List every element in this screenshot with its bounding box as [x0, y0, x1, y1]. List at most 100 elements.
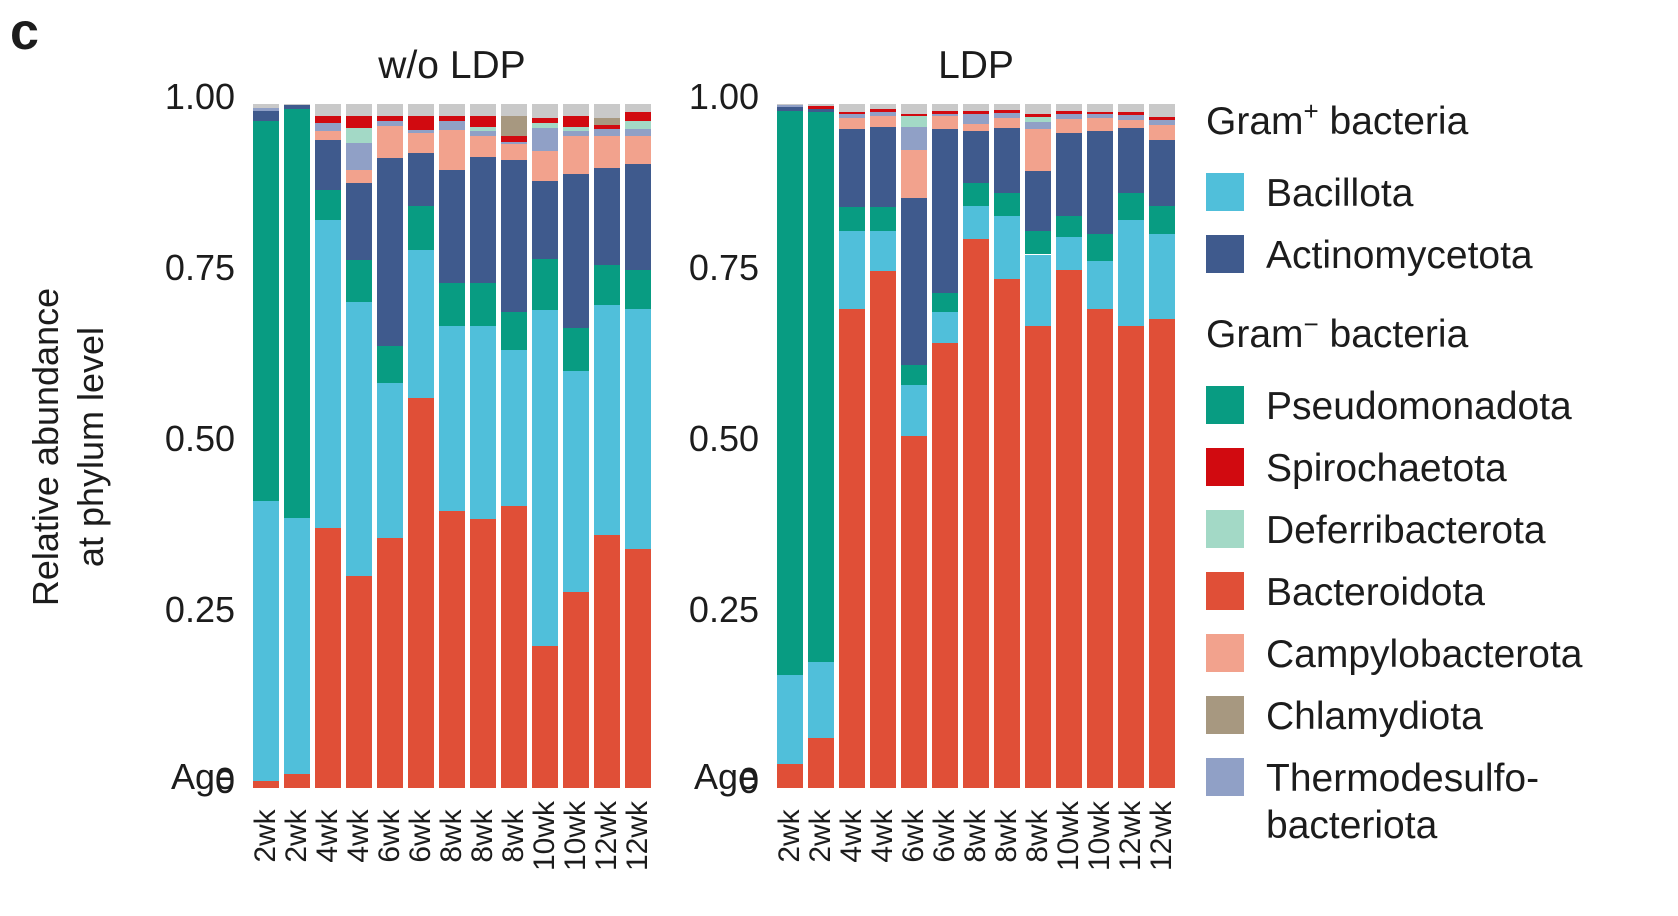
- y-tick-label: 0.25: [164, 589, 235, 630]
- bar-segment-bacteroidota: [315, 528, 341, 788]
- bar-segment-other: [594, 104, 620, 118]
- bar-segment-actinomycetota: [377, 158, 403, 347]
- bar-segment-other: [994, 104, 1020, 111]
- legend-item-label: Actinomycetota: [1266, 232, 1533, 279]
- bar-segment-actinomycetota: [470, 156, 496, 284]
- bar-segment-bacteroidota: [408, 398, 434, 788]
- y-tick-label: 0.75: [164, 247, 235, 288]
- bar-segment-other: [315, 104, 341, 117]
- legend-swatch-chlamydiota: [1206, 696, 1244, 734]
- bar-segment-actinomycetota: [839, 128, 865, 208]
- stacked-bar: [501, 104, 527, 788]
- bar-segment-bacillota: [377, 383, 403, 539]
- bar-segment-other: [532, 104, 558, 118]
- bar-segment-chlamydiota: [594, 117, 620, 125]
- x-tick-text: 4wk: [311, 809, 344, 863]
- bar-segment-bacillota: [932, 311, 958, 344]
- bar-segment-thermodesulfobacteriota: [594, 129, 620, 137]
- bar-segment-pseudomonadota: [932, 293, 958, 312]
- x-tick-text: 8wk: [990, 809, 1023, 863]
- stacked-bar: [594, 104, 620, 788]
- x-tick-label: 8wk: [990, 794, 1023, 878]
- bar-segment-thermodesulfobacteriota: [870, 112, 896, 116]
- bar-segment-thermodesulfobacteriota: [563, 131, 589, 137]
- legend-label-line1: Deferribacterota: [1266, 509, 1546, 552]
- bar-segment-pseudomonadota: [470, 283, 496, 327]
- legend-label-line1: Campylobacterota: [1266, 633, 1583, 676]
- bar-segment-other: [470, 104, 496, 117]
- bar-segment-thermodesulfobacteriota: [408, 130, 434, 134]
- stacked-bar: [315, 104, 341, 788]
- bar-segment-other: [932, 104, 958, 111]
- stacked-bar: [1149, 104, 1175, 788]
- bar-segment-bacteroidota: [439, 510, 465, 788]
- y-tick-label: 0.50: [164, 418, 235, 459]
- bar-segment-actinomycetota: [408, 152, 434, 206]
- x-tick-text: 2wk: [804, 809, 837, 863]
- x-tick-text: 6wk: [373, 809, 406, 863]
- bar-segment-bacteroidota: [994, 279, 1020, 788]
- legend-swatch-bacteroidota: [1206, 572, 1244, 610]
- bar-segment-other: [253, 104, 279, 109]
- stacked-bar-chart-wo-ldp: [253, 104, 651, 788]
- x-tick-text: 12wk: [1114, 800, 1147, 872]
- legend-label-line1: Actinomycetota: [1266, 234, 1533, 277]
- bar-segment-bacillota: [839, 230, 865, 310]
- bar-segment-other: [1118, 104, 1144, 113]
- x-tick-text: 10wk: [528, 800, 561, 872]
- bar-segment-bacteroidota: [901, 435, 927, 788]
- bar-segment-thermodesulfobacteriota: [625, 128, 651, 137]
- bar-segment-bacillota: [963, 205, 989, 240]
- x-tick-text: 8wk: [435, 809, 468, 863]
- x-tick-text: 12wk: [590, 800, 623, 872]
- bar-segment-bacteroidota: [1087, 309, 1113, 788]
- bar-segment-pseudomonadota: [777, 110, 803, 676]
- legend-header-text: −: [1303, 309, 1319, 339]
- legend-section: Gram+ bacteria Bacillota Actinomycetota: [1206, 96, 1676, 279]
- bar-segment-campylobacterota: [408, 133, 434, 153]
- bar-segment-chlamydiota: [501, 116, 527, 137]
- legend-item-actinomycetota: Actinomycetota: [1206, 232, 1676, 279]
- legend-item-label: Chlamydiota: [1266, 693, 1483, 740]
- bar-segment-other: [1025, 104, 1051, 115]
- bar-segment-bacillota: [1025, 254, 1051, 327]
- bar-segment-other: [563, 104, 589, 117]
- bar-segment-bacillota: [470, 326, 496, 520]
- bar-segment-actinomycetota: [870, 126, 896, 208]
- legend-header-text: Gram: [1206, 313, 1304, 356]
- bar-segment-spirochaetota: [1056, 110, 1082, 114]
- bar-segment-other: [839, 104, 865, 112]
- bar-segment-thermodesulfobacteriota: [346, 143, 372, 170]
- bar-segment-pseudomonadota: [1025, 231, 1051, 255]
- bar-segment-spirochaetota: [994, 110, 1020, 113]
- x-tick-text: 10wk: [559, 800, 592, 872]
- legend-item-bacteroidota: Bacteroidota: [1206, 569, 1676, 616]
- x-tick-text: 6wk: [897, 809, 930, 863]
- bar-segment-bacteroidota: [870, 270, 896, 788]
- bar-segment-campylobacterota: [532, 151, 558, 182]
- legend-label-line1: Bacteroidota: [1266, 571, 1485, 614]
- bar-segment-spirochaetota: [532, 117, 558, 124]
- stacked-bar: [408, 104, 434, 788]
- bar-segment-thermodesulfobacteriota: [777, 105, 803, 108]
- bar-segment-campylobacterota: [1149, 124, 1175, 140]
- x-tick-label: 6wk: [928, 794, 961, 878]
- bar-segment-pseudomonadota: [563, 328, 589, 372]
- y-tick-label: 0: [214, 760, 235, 801]
- bar-segment-thermodesulfobacteriota: [839, 114, 865, 118]
- bar-segment-pseudomonadota: [594, 264, 620, 306]
- bar-segment-thermodesulfobacteriota: [1025, 121, 1051, 129]
- bar-segment-bacillota: [870, 230, 896, 271]
- legend-label-line1: Chlamydiota: [1266, 695, 1483, 738]
- legend-header-text: bacteria: [1318, 313, 1469, 356]
- bar-segment-spirochaetota: [625, 111, 651, 122]
- legend-item-label: Pseudomonadota: [1266, 383, 1572, 430]
- bar-segment-bacillota: [563, 371, 589, 592]
- bar-segment-campylobacterota: [870, 115, 896, 127]
- bar-segment-campylobacterota: [1118, 120, 1144, 128]
- bar-segment-bacillota: [315, 220, 341, 529]
- bar-segment-pseudomonadota: [439, 283, 465, 327]
- bar-segment-other: [1149, 104, 1175, 117]
- bar-segment-campylobacterota: [470, 136, 496, 157]
